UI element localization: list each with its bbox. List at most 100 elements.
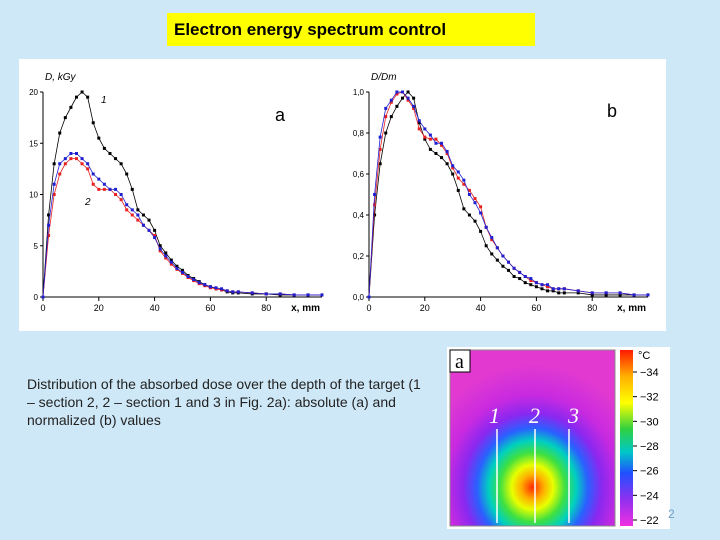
scale-tick-label: −34 (640, 367, 659, 379)
data-point (384, 115, 388, 119)
data-point (58, 162, 62, 166)
x-tick-label: 0 (366, 303, 371, 313)
data-point (462, 178, 466, 182)
data-point (428, 137, 432, 141)
temperature-scale-bar (620, 350, 633, 526)
x-tick-label: 0 (40, 303, 45, 313)
data-point (395, 92, 399, 96)
data-point (434, 141, 438, 145)
data-point (80, 157, 84, 161)
data-point (646, 293, 650, 297)
scale-tick-label: −24 (640, 490, 659, 502)
data-point (136, 208, 140, 212)
y-tick-label: 15 (29, 139, 38, 148)
data-point (250, 291, 254, 295)
thermal-heatmap (450, 350, 615, 526)
y-tick-label: 0,8 (353, 129, 365, 138)
section-label-2: 2 (529, 403, 540, 428)
data-point (147, 218, 151, 222)
series-line-blue (368, 91, 648, 298)
data-point (181, 270, 184, 274)
data-point (197, 281, 201, 285)
data-point (406, 98, 410, 102)
data-point (153, 234, 157, 237)
data-point (440, 143, 444, 147)
data-point (445, 149, 449, 153)
data-point (495, 246, 499, 250)
series-line-red (368, 91, 648, 298)
data-point (214, 286, 218, 290)
data-point (618, 293, 622, 297)
data-point (412, 106, 416, 110)
data-point (417, 121, 421, 125)
panel-label: b (607, 101, 617, 121)
scale-tick-label: −28 (640, 441, 659, 453)
data-point (367, 295, 371, 299)
data-point (102, 146, 106, 150)
data-point (557, 287, 561, 291)
data-point (69, 157, 73, 161)
data-point (306, 293, 310, 297)
data-point (389, 98, 393, 102)
data-point (395, 90, 399, 94)
data-point (158, 244, 162, 248)
section-label-3: 3 (567, 403, 579, 428)
data-point (186, 275, 190, 278)
y-tick-label: 1,0 (353, 88, 365, 97)
data-point (136, 213, 140, 217)
data-point (590, 291, 594, 295)
data-point (58, 131, 62, 135)
data-point (125, 172, 129, 176)
data-point (562, 287, 566, 291)
data-point (97, 177, 101, 181)
thermal-panel-label: a (455, 351, 464, 373)
data-point (192, 278, 196, 282)
data-point (80, 90, 84, 94)
data-point (632, 293, 636, 297)
data-point (546, 283, 550, 287)
data-point (501, 264, 505, 268)
data-point (175, 266, 179, 270)
data-point (63, 116, 67, 120)
data-point (507, 260, 510, 264)
data-point (378, 147, 382, 151)
data-point (384, 106, 388, 110)
curve-label-1: 1 (101, 95, 107, 106)
y-tick-label: 5 (34, 242, 39, 251)
data-point (114, 157, 118, 161)
data-point (169, 260, 173, 264)
x-tick-label: 20 (420, 303, 430, 313)
data-point (74, 152, 78, 155)
data-point (164, 251, 168, 255)
y-tick-label: 20 (29, 88, 38, 97)
data-point (153, 236, 157, 240)
data-point (534, 285, 538, 289)
slide-title-text: Electron energy spectrum control (174, 19, 447, 39)
data-point (428, 133, 432, 137)
data-point (551, 289, 555, 293)
data-point (445, 152, 449, 155)
data-point (490, 236, 494, 240)
data-point (164, 254, 168, 258)
data-point (467, 213, 471, 217)
data-point (518, 270, 522, 274)
y-axis-label: D, kGy (45, 72, 77, 83)
x-tick-label: 60 (205, 303, 215, 313)
scale-tick-label: −22 (640, 515, 659, 527)
data-point (540, 283, 544, 287)
x-tick-label: 40 (476, 303, 486, 313)
y-axis-label: D/Dm (371, 72, 397, 83)
data-point (97, 187, 101, 191)
data-point (456, 188, 460, 192)
data-point (534, 281, 538, 285)
data-point (119, 162, 123, 166)
data-point (69, 105, 73, 109)
data-point (604, 293, 608, 297)
data-point (467, 193, 471, 196)
data-point (86, 162, 90, 166)
data-point (576, 291, 580, 295)
x-tick-label: 20 (94, 303, 104, 313)
data-point (456, 176, 460, 180)
data-point (551, 287, 555, 291)
thermal-image: a 1 2 3 °C −34 −32 −30 −28 −26 −24 −22 (447, 347, 670, 529)
